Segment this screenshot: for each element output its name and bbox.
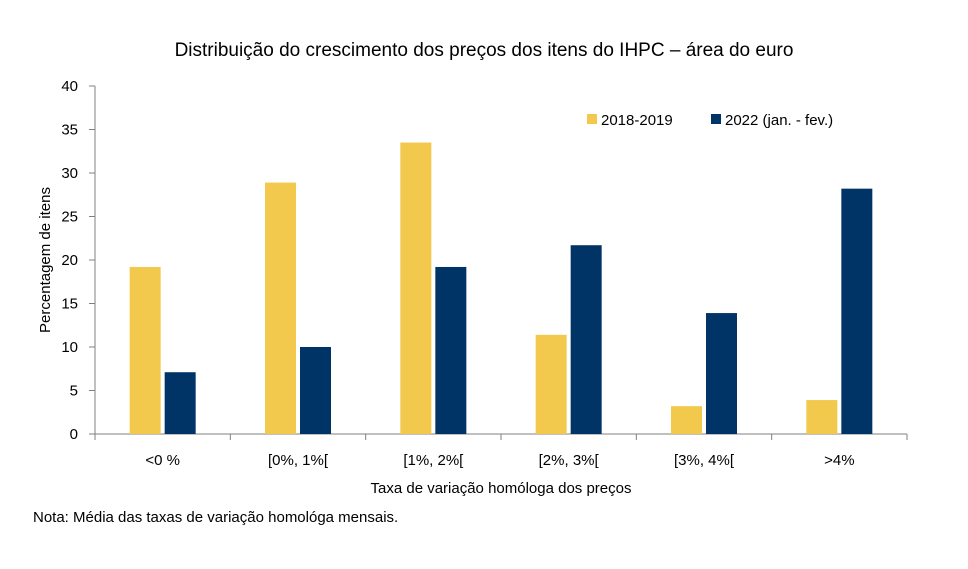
bar-series1-4	[671, 406, 702, 434]
bar-series2-5	[841, 188, 873, 434]
y-tick-label: 10	[61, 339, 78, 356]
legend-swatch-2	[711, 114, 721, 124]
x-tick-label: [3%, 4%[	[674, 452, 735, 469]
y-tick-label: 20	[61, 252, 78, 269]
bar-series2-3	[570, 245, 602, 434]
bar-series1-5	[806, 400, 838, 434]
bar-series2-1	[300, 347, 331, 434]
x-tick-label: >4%	[824, 452, 854, 469]
y-tick-label: 5	[70, 383, 78, 400]
legend-label-1: 2018-2019	[601, 112, 673, 129]
x-ticks: <0 % [0%, 1%[ [1%, 2%[ [2%, 3%[ [3%, 4%[ >4%	[94, 434, 908, 469]
bar-series1-3	[535, 334, 567, 434]
x-axis-label: Taxa de variação homóloga dos preços	[371, 480, 632, 497]
y-tick-label: 15	[61, 296, 78, 313]
x-tick-label: [0%, 1%[	[268, 452, 329, 469]
bars	[129, 142, 873, 435]
y-tick-label: 35	[61, 122, 78, 139]
bar-series1-0	[129, 266, 161, 434]
bar-series2-2	[435, 266, 467, 434]
bar-series1-1	[265, 182, 296, 434]
legend-label-2: 2022 (jan. - fev.)	[725, 112, 833, 129]
x-tick-label: [1%, 2%[	[403, 452, 464, 469]
y-tick-label: 30	[61, 165, 78, 182]
legend: 2018-2019 2022 (jan. - fev.)	[587, 112, 833, 129]
bar-series2-0	[164, 372, 196, 434]
chart-title: Distribuição do crescimento dos preços d…	[175, 40, 794, 61]
y-tick-label: 25	[61, 209, 78, 226]
x-tick-label: [2%, 3%[	[539, 452, 600, 469]
bar-series2-4	[706, 313, 737, 434]
y-tick-label: 0	[70, 426, 78, 443]
y-tick-label: 40	[61, 78, 78, 95]
y-ticks: 0 5 10 15 20 25 30 35 40	[61, 78, 95, 443]
y-axis-label: Percentagem de itens	[37, 187, 54, 333]
x-tick-label: <0 %	[145, 452, 180, 469]
legend-swatch-1	[587, 114, 597, 124]
bar-series1-2	[400, 142, 432, 435]
footnote: Nota: Média das taxas de variação homoló…	[33, 509, 399, 526]
